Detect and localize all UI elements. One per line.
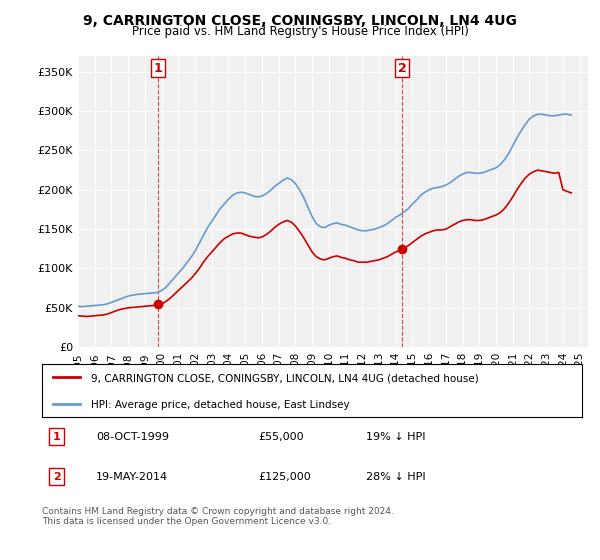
Text: £125,000: £125,000 xyxy=(258,472,311,482)
Text: 1: 1 xyxy=(53,432,61,442)
Text: 2: 2 xyxy=(53,472,61,482)
Text: 1: 1 xyxy=(154,62,162,75)
Text: HPI: Average price, detached house, East Lindsey: HPI: Average price, detached house, East… xyxy=(91,400,349,410)
Text: 08-OCT-1999: 08-OCT-1999 xyxy=(96,432,169,442)
Text: 2: 2 xyxy=(398,62,406,75)
Text: 19% ↓ HPI: 19% ↓ HPI xyxy=(366,432,425,442)
Text: Price paid vs. HM Land Registry's House Price Index (HPI): Price paid vs. HM Land Registry's House … xyxy=(131,25,469,38)
Text: £55,000: £55,000 xyxy=(258,432,304,442)
Text: 9, CARRINGTON CLOSE, CONINGSBY, LINCOLN, LN4 4UG: 9, CARRINGTON CLOSE, CONINGSBY, LINCOLN,… xyxy=(83,14,517,28)
Text: 28% ↓ HPI: 28% ↓ HPI xyxy=(366,472,425,482)
Text: 19-MAY-2014: 19-MAY-2014 xyxy=(96,472,168,482)
Text: 9, CARRINGTON CLOSE, CONINGSBY, LINCOLN, LN4 4UG (detached house): 9, CARRINGTON CLOSE, CONINGSBY, LINCOLN,… xyxy=(91,374,478,384)
Text: Contains HM Land Registry data © Crown copyright and database right 2024.
This d: Contains HM Land Registry data © Crown c… xyxy=(42,507,394,526)
